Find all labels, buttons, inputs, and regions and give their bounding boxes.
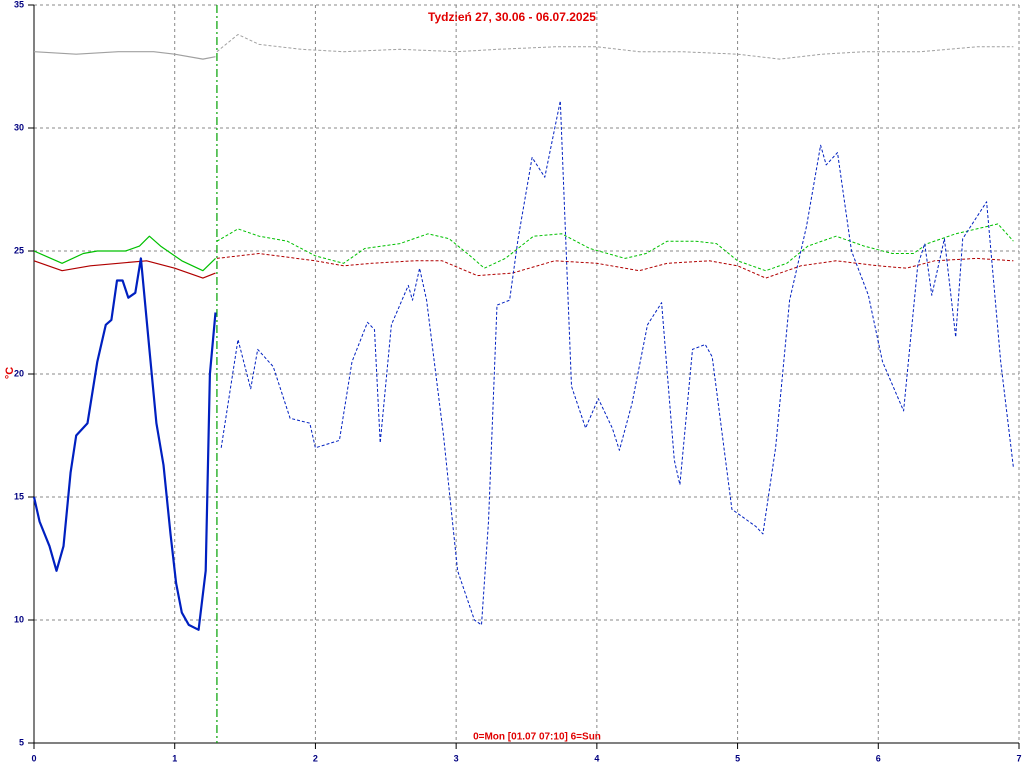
series-line xyxy=(216,253,1014,279)
y-tick-label: 20 xyxy=(14,368,24,378)
x-tick-label: 4 xyxy=(594,753,599,763)
series-line xyxy=(33,235,216,272)
y-tick-label: 5 xyxy=(19,737,24,747)
y-tick-label: 15 xyxy=(14,491,24,501)
x-tick-label: 5 xyxy=(735,753,740,763)
y-tick-label: 30 xyxy=(14,122,24,132)
series-line xyxy=(216,34,1014,60)
y-tick-label: 35 xyxy=(14,0,24,9)
chart-title: Tydzień 27, 30.06 - 06.07.2025 xyxy=(428,10,596,24)
x-tick-label: 6 xyxy=(876,753,881,763)
series-line xyxy=(32,257,217,631)
x-tick-label: 7 xyxy=(1016,753,1021,763)
y-tick-label: 25 xyxy=(14,245,24,255)
x-tick-label: 3 xyxy=(454,753,459,763)
y-tick-label: 10 xyxy=(14,614,24,624)
y-axis-label: °C xyxy=(4,367,16,379)
x-tick-label: 0 xyxy=(31,753,36,763)
x-tick-label: 2 xyxy=(313,753,318,763)
series-line xyxy=(33,51,216,60)
series-line xyxy=(220,100,1014,626)
x-tick-label: 1 xyxy=(172,753,177,763)
x-axis-label: 0=Mon [01.07 07:10] 6=Sun xyxy=(473,732,601,743)
series-line xyxy=(216,223,1014,272)
series-line xyxy=(33,260,216,279)
